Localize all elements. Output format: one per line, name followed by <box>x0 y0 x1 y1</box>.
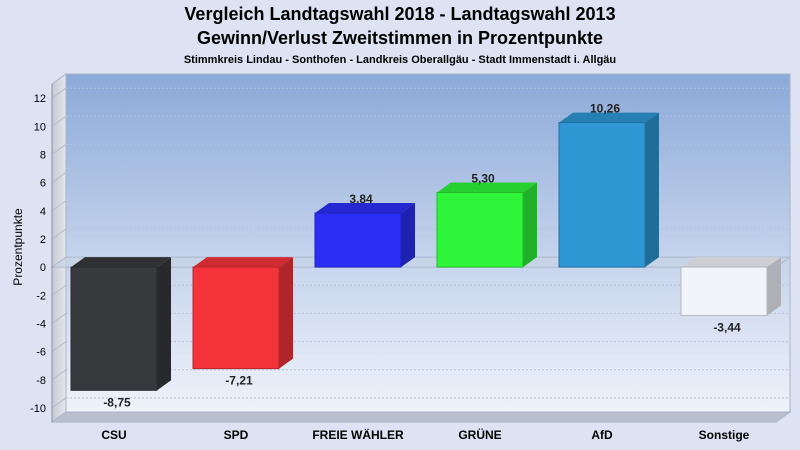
chart-region-subtitle: Stimmkreis Lindau - Sonthofen - Landkrei… <box>183 54 617 66</box>
gridline-side <box>51 144 67 155</box>
bar: 3,84 <box>314 192 415 268</box>
data-label: 10,26 <box>590 102 620 116</box>
y-tick-label: -4 <box>36 318 46 330</box>
bar-side <box>401 203 415 268</box>
bar-top <box>559 112 659 123</box>
y-tick-label: -6 <box>36 347 46 359</box>
gridlines <box>51 87 790 409</box>
gridline-side <box>51 200 67 212</box>
bar-side <box>645 112 659 268</box>
x-tick-label: FREIE WÄHLER <box>312 427 404 442</box>
y-tick-label: 8 <box>40 149 46 161</box>
data-label: -7,21 <box>225 374 253 388</box>
y-tick-label: -10 <box>30 403 46 415</box>
y-tick-label: 2 <box>40 234 46 246</box>
bar: 5,30 <box>436 171 537 268</box>
gridline-side <box>51 172 67 183</box>
gridline-side <box>51 313 67 324</box>
bar-top <box>71 257 171 268</box>
bar-top <box>437 182 537 193</box>
y-axis: 12 10 8 6 4 2 0 -2 -4 -6 -8 -10 <box>30 84 53 422</box>
x-tick-label: Sonstige <box>699 428 750 442</box>
gridline-side <box>51 369 67 381</box>
bar-side <box>523 182 537 268</box>
bar-side <box>157 257 171 391</box>
gridline-side <box>51 87 67 99</box>
y-tick-label: 4 <box>40 206 46 218</box>
x-axis: CSU SPD FREIE WÄHLER GRÜNE AfD Sonstige <box>101 427 749 442</box>
x-tick-label: SPD <box>224 428 249 442</box>
bar-front <box>436 191 524 268</box>
bar-side <box>279 257 293 369</box>
y-tick-label: 0 <box>40 262 46 274</box>
bar-top <box>193 257 293 268</box>
gridline-side <box>51 228 67 240</box>
bar: -7,21 <box>192 257 293 388</box>
bar-top <box>315 203 415 214</box>
data-label: 3,84 <box>349 192 373 206</box>
x-tick-label: GRÜNE <box>458 427 501 442</box>
bar-front <box>558 122 646 268</box>
x-tick-label: CSU <box>101 428 126 442</box>
bar-side <box>767 257 781 316</box>
gridline-side <box>51 397 67 409</box>
y-tick-label: -8 <box>36 375 46 387</box>
bar-front <box>314 212 402 268</box>
y-tick-label: 12 <box>34 93 46 105</box>
bar: 10,26 <box>558 102 659 268</box>
gridline-side <box>51 284 67 296</box>
data-label: -8,75 <box>103 395 131 409</box>
bar-top <box>681 257 781 268</box>
chart-title: Vergleich Landtagswahl 2018 - Landtagswa… <box>184 4 616 24</box>
bar-front <box>680 266 768 317</box>
bar: -3,44 <box>680 257 781 335</box>
x-tick-label: AfD <box>591 428 613 442</box>
bar: -8,75 <box>70 257 171 409</box>
bar-front <box>70 266 158 391</box>
y-tick-label: -2 <box>36 290 46 302</box>
y-tick-label: 10 <box>34 121 46 133</box>
y-tick-label: 6 <box>40 178 46 190</box>
plot-background <box>50 73 792 423</box>
chart-subtitle: Gewinn/Verlust Zweitstimmen in Prozentpu… <box>196 28 604 48</box>
y-axis-title: Prozentpunkte <box>11 208 25 286</box>
gridline-side <box>51 115 67 127</box>
bar-front <box>192 266 280 370</box>
bars: -8,75 -7,21 3,84 5,30 10,26 -3,44 <box>70 102 781 409</box>
gridline-side <box>51 341 67 352</box>
data-label: -3,44 <box>713 321 741 335</box>
data-label: 5,30 <box>471 171 495 185</box>
